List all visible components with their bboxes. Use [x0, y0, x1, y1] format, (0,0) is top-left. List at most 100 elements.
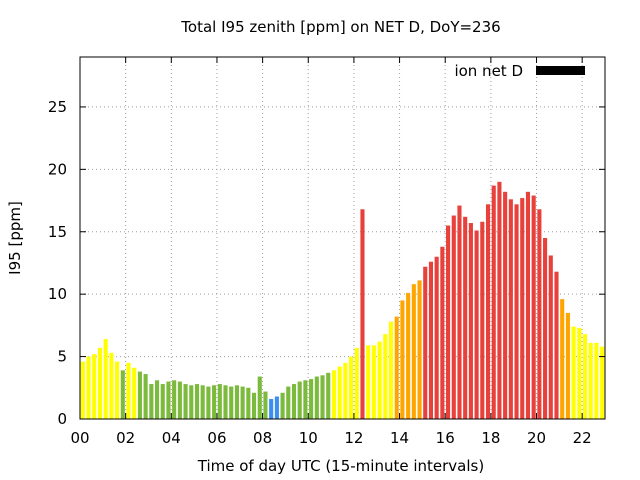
bar — [594, 342, 599, 419]
bar — [234, 385, 239, 419]
bar — [588, 342, 593, 419]
bar — [183, 384, 188, 419]
bar — [154, 380, 160, 419]
bar — [388, 321, 394, 419]
y-tick-label: 0 — [57, 410, 67, 428]
x-tick-label: 22 — [573, 429, 592, 447]
bar — [80, 361, 85, 419]
bar — [297, 381, 302, 419]
bar — [406, 292, 411, 419]
bar — [97, 347, 103, 419]
x-tick-label: 18 — [481, 429, 500, 447]
bar — [434, 256, 439, 419]
bar — [343, 362, 348, 419]
bar — [320, 375, 325, 419]
bar — [497, 181, 502, 419]
bar — [109, 352, 114, 419]
bar — [377, 341, 382, 419]
bar — [166, 381, 171, 419]
bar — [354, 347, 359, 419]
bar — [600, 346, 605, 419]
y-ticks: 0 5 10 15 20 25 — [48, 98, 605, 428]
bar — [326, 372, 331, 419]
bar — [554, 271, 559, 419]
bar — [115, 361, 120, 419]
bar — [240, 386, 245, 419]
bar — [446, 225, 451, 419]
bar — [314, 376, 319, 419]
bar — [149, 384, 154, 419]
x-tick-label: 20 — [527, 429, 546, 447]
bar — [537, 209, 542, 419]
bar — [189, 385, 194, 419]
plot-frame — [79, 56, 606, 420]
x-tick-label: 02 — [116, 429, 135, 447]
y-tick-label: 5 — [57, 348, 67, 366]
bar — [531, 195, 536, 419]
bar — [349, 356, 354, 419]
bar — [337, 366, 342, 419]
bar — [371, 345, 376, 419]
bar — [309, 379, 314, 419]
bar — [132, 367, 137, 419]
bar — [274, 396, 279, 419]
bar — [291, 384, 297, 419]
y-tick-label: 15 — [48, 223, 67, 241]
bar — [423, 266, 428, 419]
bar — [257, 376, 262, 419]
bar — [103, 339, 108, 419]
bar — [560, 299, 565, 419]
legend-swatch — [536, 66, 585, 75]
bar — [137, 371, 142, 419]
bar — [92, 354, 97, 419]
bar — [200, 385, 205, 419]
bar — [172, 380, 177, 419]
y-axis-label: I95 [ppm] — [6, 201, 24, 275]
bar — [411, 284, 416, 419]
bar — [394, 316, 399, 419]
bar — [366, 345, 371, 419]
bar — [577, 327, 582, 419]
legend-label: ion net D — [454, 62, 523, 80]
x-tick-label: 10 — [299, 429, 318, 447]
x-ticks: 00 02 04 06 08 10 12 14 16 18 20 22 — [70, 57, 592, 447]
bar — [143, 374, 148, 419]
bar — [451, 215, 456, 419]
bar — [217, 384, 222, 419]
bar — [86, 356, 91, 419]
y-tick-label: 20 — [48, 160, 67, 178]
bar — [280, 392, 285, 419]
x-tick-label: 12 — [344, 429, 363, 447]
bar — [543, 238, 548, 419]
x-axis-label: Time of day UTC (15-minute intervals) — [197, 457, 484, 475]
bar — [120, 370, 125, 419]
bar — [548, 255, 553, 419]
bar — [463, 216, 468, 419]
bar — [468, 223, 473, 419]
bar — [474, 230, 479, 419]
y-tick-label: 10 — [48, 285, 67, 303]
bar — [503, 191, 508, 419]
bar — [212, 385, 217, 419]
bar — [303, 380, 308, 419]
bar — [360, 209, 365, 419]
bar — [457, 205, 462, 419]
bar — [428, 261, 434, 419]
x-tick-label: 06 — [207, 429, 226, 447]
x-tick-label: 04 — [162, 429, 181, 447]
bar — [177, 381, 182, 419]
bar — [571, 326, 576, 419]
bar — [194, 384, 200, 419]
bar — [565, 312, 570, 419]
bar — [229, 386, 234, 419]
bar — [223, 385, 228, 419]
bar — [417, 280, 422, 419]
grid — [80, 57, 605, 419]
x-tick-label: 08 — [253, 429, 272, 447]
bar — [525, 191, 531, 419]
y-tick-label: 25 — [48, 98, 67, 116]
bars — [80, 181, 605, 419]
chart-title: Total I95 zenith [ppm] on NET D, DoY=236 — [180, 18, 500, 36]
bar — [286, 386, 291, 419]
